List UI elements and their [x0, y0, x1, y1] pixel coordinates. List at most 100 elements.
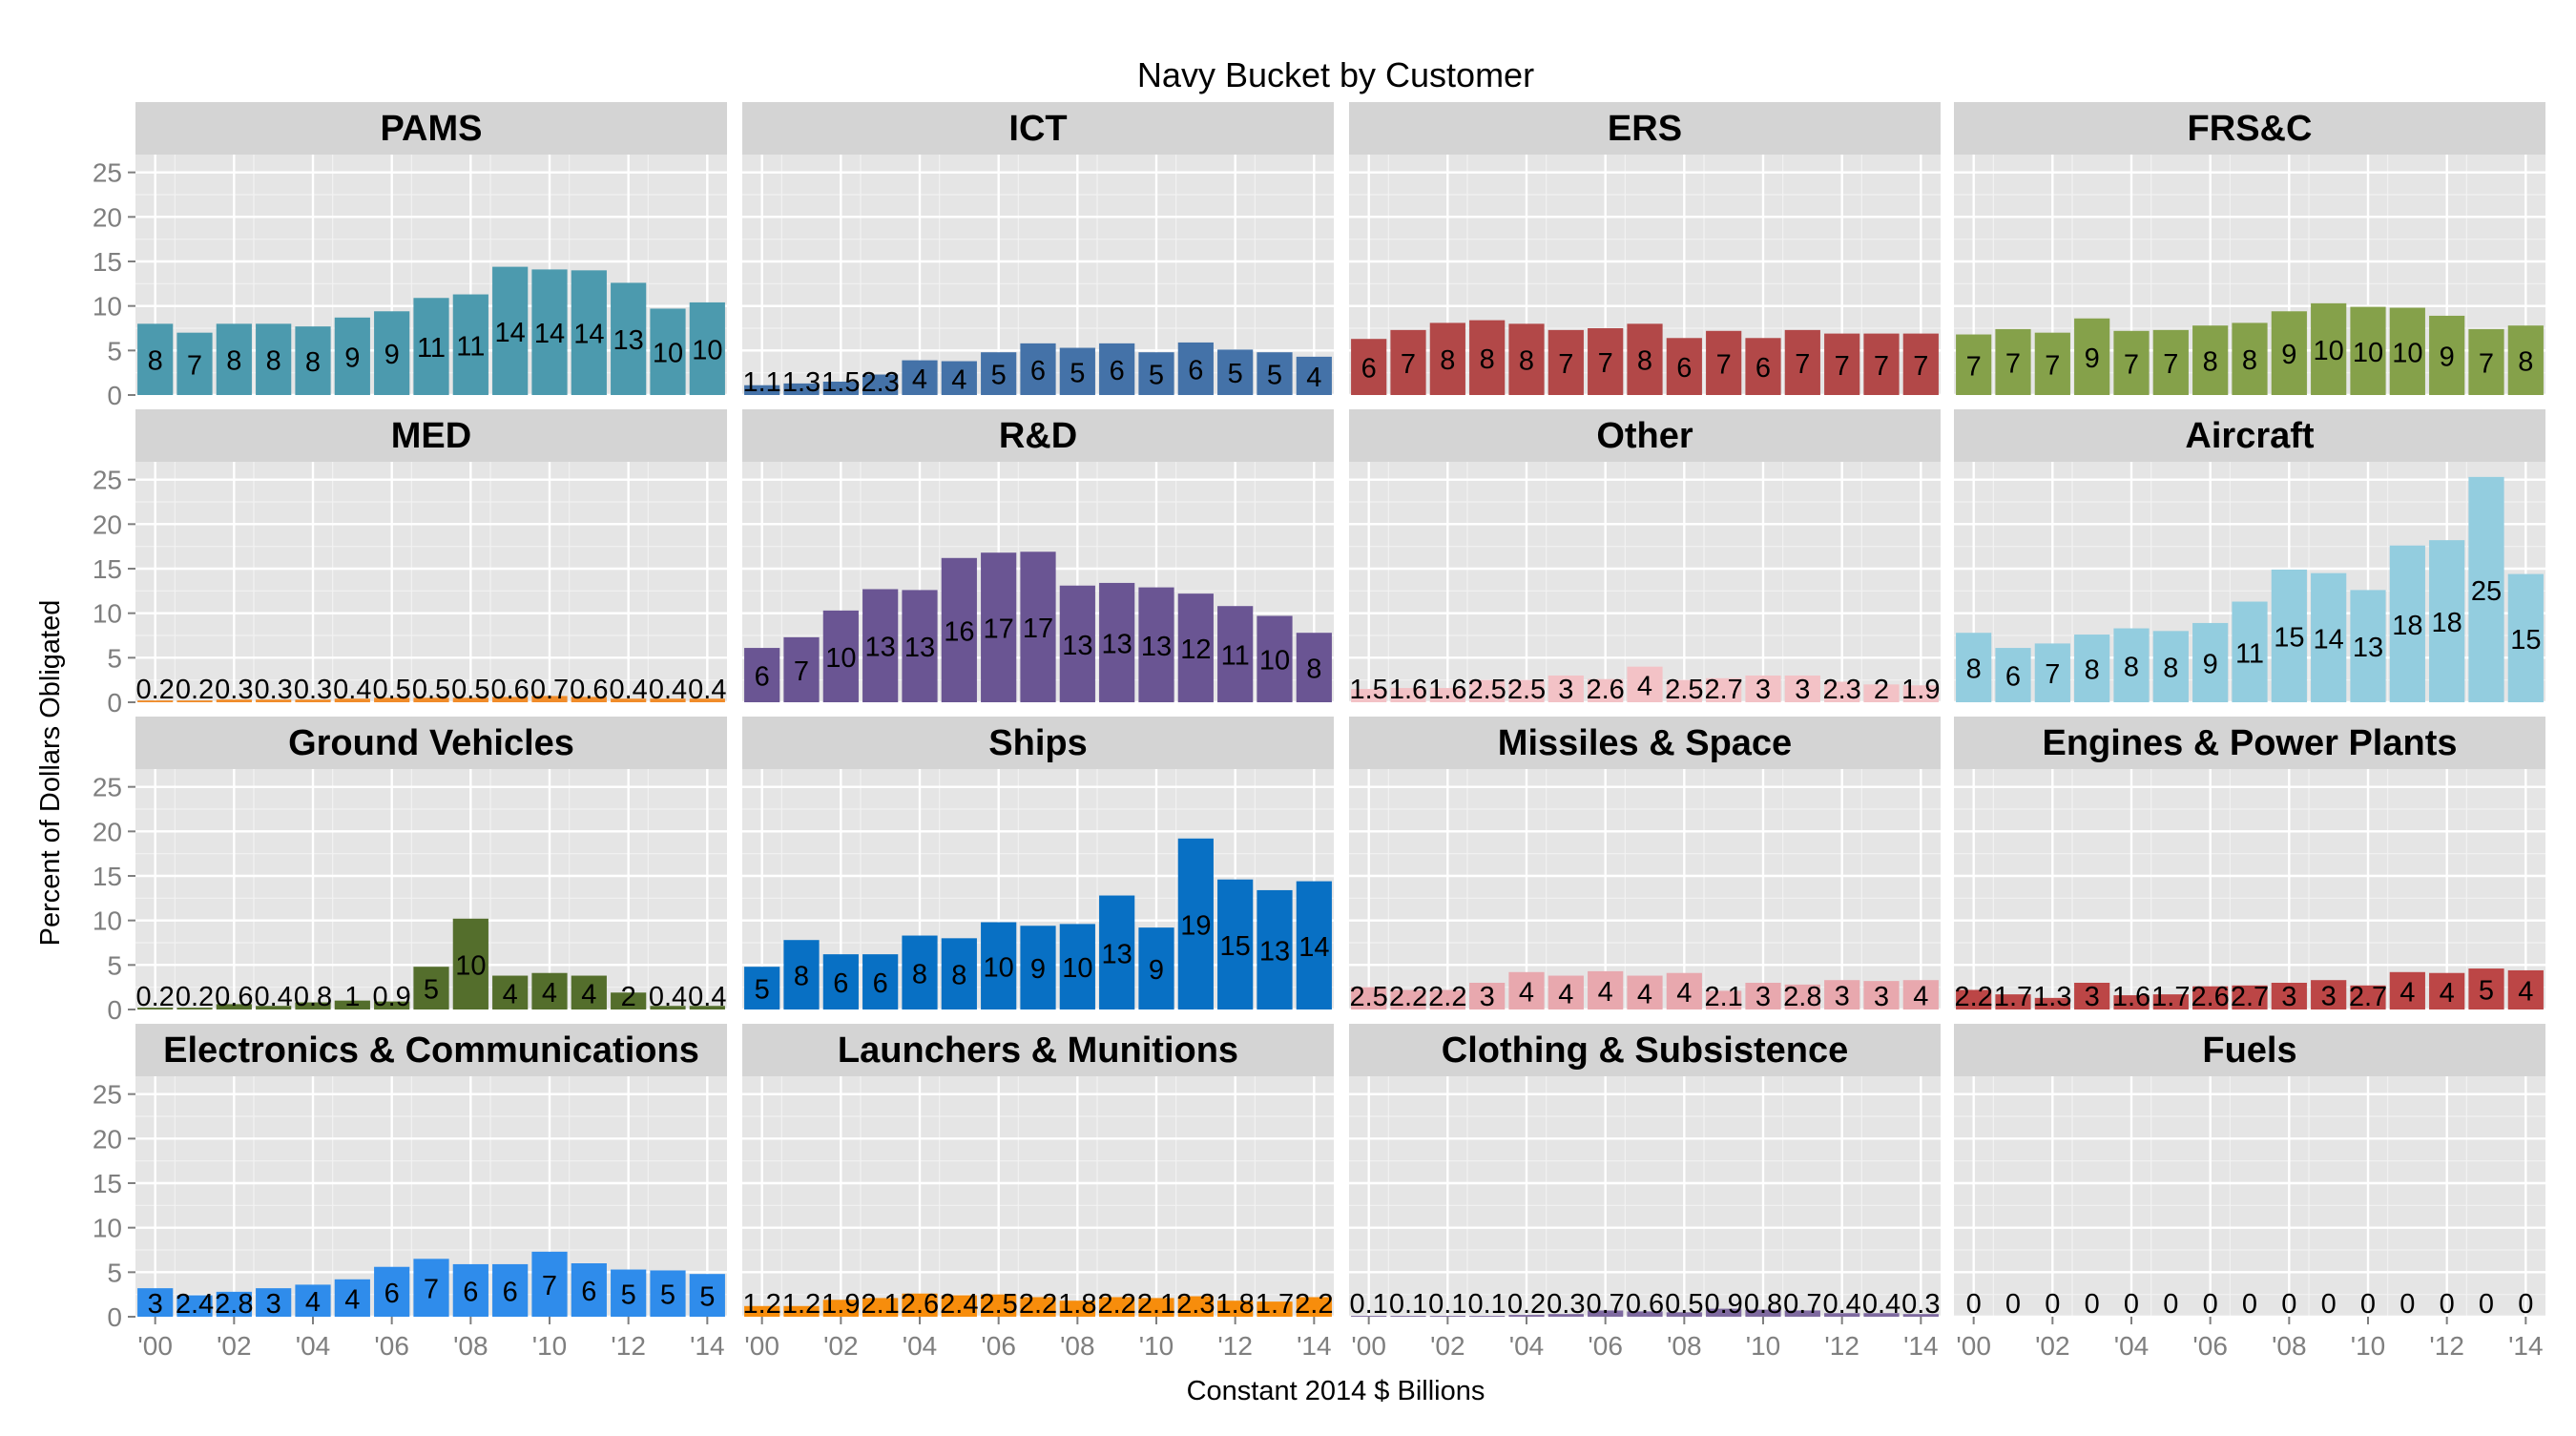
x-tick-label: '00: [1351, 1331, 1386, 1361]
data-label: 7: [542, 1271, 557, 1301]
x-tick-label: '02: [823, 1331, 859, 1361]
data-label: 8: [1306, 655, 1321, 685]
bar: [1956, 989, 1992, 1009]
bar: [902, 360, 938, 395]
data-label: 5: [699, 1282, 715, 1313]
y-tick-label: 5: [107, 336, 122, 365]
data-label: 7: [794, 656, 809, 687]
panel-strip: [1954, 409, 2545, 462]
y-tick-label: 25: [93, 773, 122, 802]
bar: [2074, 318, 2110, 395]
bar: [2113, 628, 2150, 702]
bar: [1138, 1298, 1174, 1317]
data-label: 0.6: [215, 982, 253, 1012]
data-label: 6: [873, 968, 888, 999]
bar: [1706, 1308, 1742, 1317]
data-label: 2.4: [176, 1289, 214, 1320]
data-label: 9: [1149, 955, 1164, 986]
x-tick-label: '04: [2114, 1331, 2150, 1361]
data-label: 7: [2124, 349, 2139, 380]
panel-strip: [742, 102, 1334, 155]
data-label: 4: [1913, 982, 1928, 1012]
x-tick-label: '12: [1217, 1331, 1253, 1361]
bar: [2389, 971, 2425, 1009]
data-label: 0.3: [294, 675, 332, 705]
data-label: 14: [1298, 932, 1329, 963]
bar: [2311, 302, 2347, 395]
x-tick-label: '10: [532, 1331, 568, 1361]
data-label: 8: [2124, 652, 2139, 682]
bar: [571, 975, 607, 1009]
bar: [1429, 323, 1465, 395]
bar: [1706, 677, 1742, 702]
bar: [862, 374, 899, 395]
data-label: 4: [2440, 978, 2455, 1009]
data-label: 0.7: [530, 675, 569, 705]
bar: [1548, 676, 1584, 702]
bar: [334, 1000, 370, 1009]
bar: [256, 1288, 292, 1317]
bar: [531, 972, 568, 1009]
data-label: 0.8: [1744, 1289, 1782, 1320]
x-tick-label: '12: [1824, 1331, 1859, 1361]
data-label: 7: [1874, 351, 1889, 382]
data-label: 9: [344, 343, 360, 373]
bar: [413, 1259, 449, 1317]
bar: [374, 311, 410, 395]
bar: [2429, 315, 2465, 395]
bar: [1020, 552, 1056, 702]
bar: [1508, 971, 1545, 1009]
data-label: 0.2: [136, 982, 175, 1012]
bar: [650, 1270, 686, 1317]
bar: [137, 323, 174, 395]
bar: [1508, 1315, 1545, 1317]
data-label: 15: [1220, 931, 1251, 962]
data-label: 1.7: [1994, 982, 2032, 1012]
data-label: 1.5: [1350, 675, 1388, 705]
data-label: 7: [1401, 349, 1416, 380]
data-label: 18: [2432, 608, 2462, 638]
data-label: 6: [1676, 353, 1692, 384]
data-label: 4: [305, 1287, 321, 1318]
data-label: 3: [2281, 982, 2296, 1012]
bar: [177, 1008, 213, 1009]
bar: [1099, 343, 1135, 395]
bar: [1059, 1301, 1095, 1317]
y-tick-label: 10: [93, 1214, 122, 1243]
bar: [2507, 969, 2544, 1009]
data-label: 6: [1110, 356, 1125, 386]
data-label: 2.5: [1468, 675, 1506, 705]
bar: [1666, 1312, 1702, 1317]
data-label: 2.3: [1176, 1289, 1215, 1320]
bar: [492, 697, 529, 702]
bar: [981, 922, 1017, 1009]
bar: [1217, 1301, 1254, 1317]
bar: [1429, 1316, 1465, 1317]
data-label: 0: [2321, 1289, 2337, 1320]
bar: [452, 918, 488, 1009]
panel-strip: [742, 717, 1334, 769]
bar: [177, 332, 213, 395]
data-label: 0.3: [255, 675, 293, 705]
data-label: 0.5: [1665, 1289, 1703, 1320]
data-label: 2.2: [1098, 1289, 1136, 1320]
y-tick-label: 10: [93, 599, 122, 629]
data-label: 0.4: [649, 982, 687, 1012]
bar: [2192, 325, 2229, 395]
data-label: 8: [2242, 345, 2257, 376]
x-tick-label: '10: [1746, 1331, 1781, 1361]
data-label: 11: [2235, 638, 2264, 669]
data-label: 0.4: [610, 675, 648, 705]
x-tick-label: '06: [2192, 1331, 2228, 1361]
bar: [981, 552, 1017, 702]
data-label: 0: [2479, 1289, 2494, 1320]
data-label: 8: [1637, 346, 1652, 377]
bar: [822, 954, 859, 1009]
bar: [2152, 329, 2189, 395]
bar: [177, 700, 213, 702]
y-tick-label: 20: [93, 202, 122, 232]
data-label: 1: [344, 982, 360, 1012]
